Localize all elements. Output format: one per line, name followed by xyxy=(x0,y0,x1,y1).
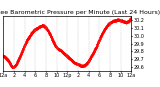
Title: Milwaukee Barometric Pressure per Minute (Last 24 Hours): Milwaukee Barometric Pressure per Minute… xyxy=(0,10,160,15)
